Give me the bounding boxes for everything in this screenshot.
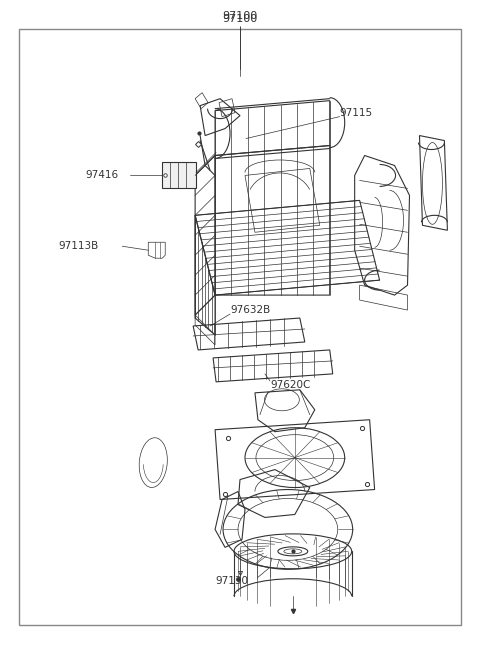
Text: 97130: 97130 bbox=[215, 576, 248, 586]
FancyBboxPatch shape bbox=[19, 29, 461, 625]
Text: 97632B: 97632B bbox=[230, 305, 270, 315]
Text: 97100: 97100 bbox=[222, 11, 258, 21]
Text: 97620C: 97620C bbox=[270, 380, 310, 390]
Text: 97115: 97115 bbox=[340, 107, 373, 118]
Polygon shape bbox=[162, 162, 196, 189]
Text: 97100: 97100 bbox=[222, 14, 258, 24]
Text: 97113B: 97113B bbox=[59, 241, 99, 252]
Text: 97416: 97416 bbox=[85, 170, 119, 180]
